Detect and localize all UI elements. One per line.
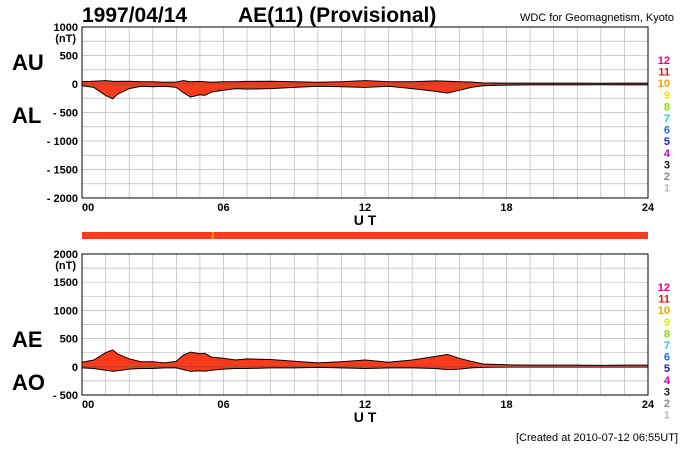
au-al-station-legend-label: 9 bbox=[664, 90, 670, 102]
au-al-station-legend-label: 2 bbox=[664, 171, 670, 183]
au-al-station-legend-label: 1 bbox=[664, 183, 670, 195]
ae-ao-station-legend-label: 1 bbox=[664, 410, 670, 422]
ae-ao-xtick-label: 12 bbox=[359, 399, 371, 411]
ae-ao-station-legend-label: 11 bbox=[658, 294, 670, 306]
au-al-lower-line bbox=[81, 84, 648, 100]
ae-ao-ytick-label: 500 bbox=[60, 334, 78, 346]
ae-ao-xtick-label: 00 bbox=[82, 399, 94, 411]
au-al-ytick-label: 0 bbox=[72, 79, 78, 91]
ae-ao-xtick-label: 18 bbox=[500, 399, 512, 411]
au-al-ytick-label: - 2000 bbox=[47, 193, 78, 205]
ae-ao-station-legend-label: 8 bbox=[664, 328, 670, 340]
ae-ao-lower-line bbox=[81, 366, 648, 372]
station-coverage-bar bbox=[82, 232, 648, 239]
ae-ao-unit-label: (nT) bbox=[55, 260, 76, 272]
au-al-area bbox=[82, 80, 648, 99]
au-al-xtick-label: 18 bbox=[500, 202, 512, 214]
ae-ao-station-legend-label: 9 bbox=[664, 317, 670, 329]
al-label: AL bbox=[12, 103, 42, 128]
au-al-station-legend-label: 4 bbox=[664, 148, 671, 160]
au-al-ytick-label: 500 bbox=[60, 51, 78, 63]
ao-label: AO bbox=[12, 370, 45, 395]
au-al-ytick-label: 1000 bbox=[54, 22, 78, 34]
source-label: WDC for Geomagnetism, Kyoto bbox=[519, 12, 674, 24]
au-al-station-legend-label: 7 bbox=[664, 113, 670, 125]
ae-ao-xaxis-label: U T bbox=[354, 409, 377, 425]
au-al-xtick-label: 24 bbox=[642, 202, 655, 214]
au-al-station-legend-label: 8 bbox=[664, 101, 670, 113]
au-al-station-legend-label: 10 bbox=[658, 78, 670, 90]
ae-ao-station-legend-label: 4 bbox=[664, 375, 671, 387]
au-al-ytick-label: - 1000 bbox=[47, 136, 78, 148]
au-al-frame bbox=[81, 26, 649, 199]
au-al-xtick-label: 12 bbox=[359, 202, 371, 214]
ae-ao-station-legend-label: 12 bbox=[658, 282, 670, 294]
ae-ao-xtick-label: 24 bbox=[642, 399, 655, 411]
au-al-ytick-label: - 1500 bbox=[47, 165, 78, 177]
au-al-xtick-label: 06 bbox=[217, 202, 229, 214]
au-al-unit-label: (nT) bbox=[55, 33, 76, 45]
ae-ao-ytick-label: 2000 bbox=[54, 249, 78, 261]
ae-ao-frame bbox=[81, 253, 649, 396]
au-al-station-legend-label: 11 bbox=[658, 67, 670, 79]
au-al-xaxis-label: U T bbox=[354, 212, 377, 228]
au-al-station-legend-label: 5 bbox=[664, 136, 670, 148]
ae-ao-station-legend-label: 5 bbox=[664, 363, 670, 375]
ae-ao-ytick-label: 0 bbox=[72, 362, 78, 374]
au-al-station-legend-label: 6 bbox=[664, 125, 670, 137]
au-al-station-legend-label: 12 bbox=[658, 55, 670, 67]
ae-ao-xtick-label: 06 bbox=[217, 399, 229, 411]
created-timestamp: [Created at 2010-07-12 06:55UT] bbox=[515, 432, 678, 444]
ae-ao-station-legend-label: 3 bbox=[664, 386, 670, 398]
ae-ao-ytick-label: - 500 bbox=[53, 390, 78, 402]
au-al-xtick-label: 00 bbox=[82, 202, 94, 214]
ae-ao-station-legend-label: 7 bbox=[664, 340, 670, 352]
plot-title: AE(11) (Provisional) bbox=[238, 4, 437, 27]
au-al-station-legend-label: 3 bbox=[664, 159, 670, 171]
ae-ao-station-legend-label: 2 bbox=[664, 398, 670, 410]
ae-ao-station-legend-label: 10 bbox=[658, 305, 670, 317]
au-label: AU bbox=[12, 50, 44, 75]
ae-ao-upper-line bbox=[81, 349, 648, 366]
au-al-ytick-label: - 500 bbox=[53, 108, 78, 120]
station-coverage-mark bbox=[211, 232, 214, 239]
ae-label: AE bbox=[12, 327, 43, 352]
date-label: 1997/04/14 bbox=[82, 4, 188, 27]
ae-ao-area bbox=[82, 349, 648, 372]
ae-ao-ytick-label: 1500 bbox=[54, 277, 78, 289]
au-al-upper-line bbox=[81, 80, 648, 84]
ae-ao-ytick-label: 1000 bbox=[54, 305, 78, 317]
ae-ao-station-legend-label: 6 bbox=[664, 352, 670, 364]
